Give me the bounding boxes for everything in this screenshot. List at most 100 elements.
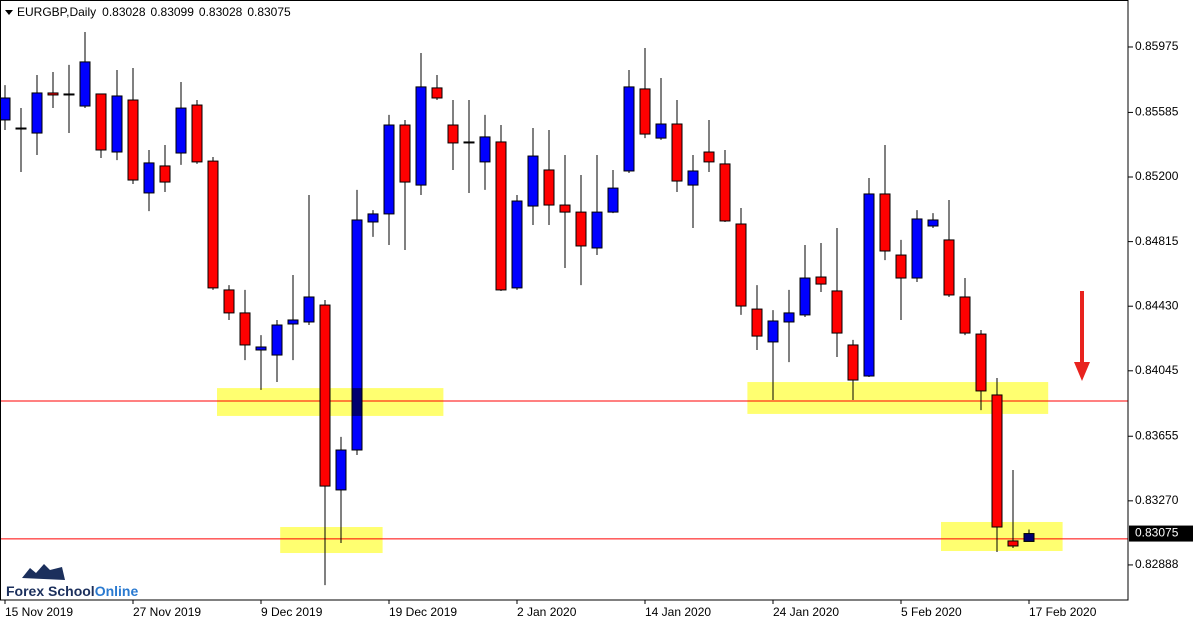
candle-body	[895, 254, 907, 279]
candle-body	[511, 200, 523, 289]
plot-area	[0, 32, 1128, 586]
candle-body	[431, 87, 443, 99]
candle-body	[159, 165, 171, 183]
logo: Forex SchoolOnline	[6, 564, 138, 599]
candle-body	[863, 193, 875, 377]
candle-body	[479, 136, 491, 163]
price-box	[1129, 525, 1193, 542]
x-tick-label: 15 Nov 2019	[5, 605, 73, 619]
candle-body	[335, 449, 347, 491]
candle-body	[495, 141, 507, 291]
candle-body	[767, 320, 779, 343]
candle-body	[15, 127, 27, 130]
candle-body	[799, 277, 811, 316]
candle-body	[303, 296, 315, 323]
candle-body	[271, 324, 283, 356]
candle-body	[527, 155, 539, 207]
candle-body	[751, 308, 763, 337]
candle-body	[831, 290, 843, 334]
candle-body	[111, 95, 123, 153]
candle-body	[559, 204, 571, 213]
y-tick-label: 0.85975	[1135, 39, 1179, 53]
y-tick-label: 0.85200	[1135, 169, 1179, 183]
candle-body	[463, 141, 475, 144]
candle-body	[143, 162, 155, 194]
plot-frame	[0, 0, 1129, 601]
y-tick-label: 0.84815	[1135, 234, 1179, 248]
candle-body	[543, 169, 555, 206]
candle-body	[719, 163, 731, 222]
candle-body	[175, 107, 187, 154]
candle-body	[959, 296, 971, 334]
candle-body	[575, 211, 587, 247]
x-tick-label: 9 Dec 2019	[261, 605, 323, 619]
candle-body	[127, 99, 139, 181]
candle-body	[31, 92, 43, 134]
x-tick-label: 14 Jan 2020	[645, 605, 711, 619]
candle-body	[79, 61, 91, 107]
header-low: 0.83028	[199, 5, 243, 19]
header-high: 0.83099	[151, 5, 195, 19]
candle-body	[687, 170, 699, 186]
x-tick-label: 5 Feb 2020	[901, 605, 962, 619]
y-tick-label: 0.83655	[1135, 428, 1179, 442]
x-tick-label: 17 Feb 2020	[1029, 605, 1097, 619]
logo-name: Forex School	[6, 583, 95, 599]
header-close: 0.83075	[247, 5, 291, 19]
candle-body	[607, 187, 619, 213]
candle-body	[815, 276, 827, 285]
candle-body	[223, 289, 235, 314]
down-arrow	[1074, 291, 1090, 381]
x-tick-label: 19 Dec 2019	[389, 605, 457, 619]
candle-body	[735, 223, 747, 307]
candle-body	[383, 124, 395, 215]
candle-body	[207, 160, 219, 289]
candle-body	[703, 151, 715, 163]
candle-body	[191, 104, 203, 163]
candle-body	[255, 346, 267, 351]
y-tick-label: 0.83270	[1135, 493, 1179, 507]
y-tick-label: 0.85585	[1135, 105, 1179, 119]
candle-body	[783, 312, 795, 323]
candle-body	[927, 219, 939, 227]
candle-body	[671, 123, 683, 182]
header-open: 0.83028	[102, 5, 146, 19]
chart-header: EURGBP,Daily 0.83028 0.83099 0.83028 0.83075	[17, 5, 291, 19]
logo-suffix: Online	[95, 583, 139, 599]
chart-title: EURGBP,Daily	[17, 5, 96, 19]
candle-body	[367, 213, 379, 223]
candle-body	[351, 219, 363, 451]
candle-body	[655, 123, 667, 139]
candle-body	[639, 88, 651, 135]
y-tick-label: 0.84430	[1135, 298, 1179, 312]
menu-triangle	[5, 10, 13, 15]
candle-body	[415, 86, 427, 186]
candle-body	[847, 344, 859, 381]
x-tick-label: 2 Jan 2020	[517, 605, 577, 619]
candle-body	[623, 86, 635, 172]
zone	[941, 521, 1063, 552]
logo-text: Forex SchoolOnline	[6, 583, 138, 599]
zone	[280, 527, 383, 554]
candle-body	[287, 319, 299, 325]
price-label: 0.83075	[1135, 526, 1179, 540]
candle-body	[399, 124, 411, 183]
candle-body	[911, 218, 923, 279]
candle-body	[447, 124, 459, 144]
zone	[747, 382, 1049, 414]
candle-body	[0, 97, 11, 121]
zone	[217, 388, 444, 416]
x-tick-label: 24 Jan 2020	[773, 605, 839, 619]
candle-body	[943, 239, 955, 296]
y-tick-label: 0.84045	[1135, 363, 1179, 377]
candle-body	[239, 312, 251, 346]
candle-body	[63, 93, 75, 96]
candle-body	[95, 93, 107, 151]
y-tick-label: 0.82888	[1135, 557, 1179, 571]
x-tick-label: 27 Nov 2019	[133, 605, 201, 619]
candle-body	[879, 193, 891, 252]
candle-body	[47, 92, 59, 96]
candle-body	[591, 211, 603, 249]
candle-body	[991, 394, 1003, 528]
